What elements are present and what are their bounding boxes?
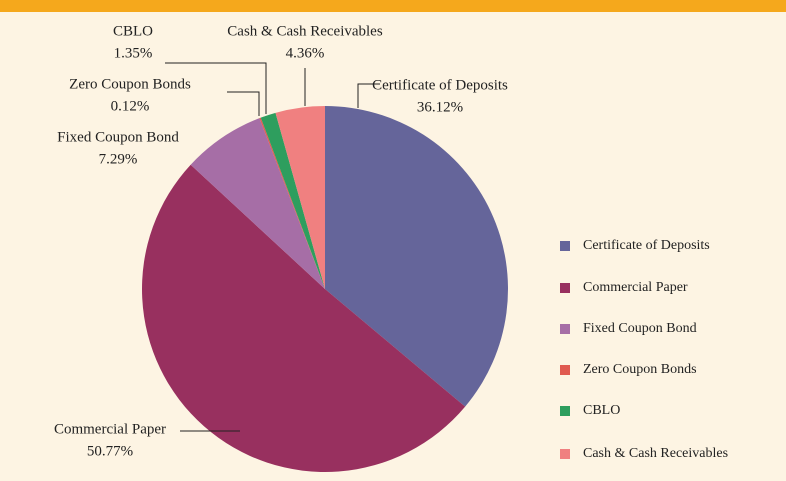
legend-swatch xyxy=(560,365,570,375)
leader-line xyxy=(227,91,260,116)
legend-label: Certificate of Deposits xyxy=(583,238,710,253)
legend-swatch xyxy=(560,241,570,251)
leader-line xyxy=(165,62,267,114)
pie-slice xyxy=(259,117,325,289)
slice-label-value: 7.29% xyxy=(99,151,138,167)
legend-swatch xyxy=(560,324,570,334)
leader-line xyxy=(357,83,380,108)
legend-swatch xyxy=(560,406,570,416)
slice-label-name: Certificate of Deposits xyxy=(372,77,508,93)
slice-label-value: 36.12% xyxy=(417,99,463,115)
legend-label: Fixed Coupon Bond xyxy=(583,321,697,336)
pie-slice xyxy=(260,112,325,289)
header-bar xyxy=(0,0,786,12)
pie-slice xyxy=(141,164,466,473)
slice-label-value: 0.12% xyxy=(111,98,150,114)
legend-label: CBLO xyxy=(583,403,620,418)
slice-label-name: Fixed Coupon Bond xyxy=(57,129,179,145)
pie-slice xyxy=(325,106,509,407)
slice-label-name: CBLO xyxy=(113,23,153,39)
legend-swatch xyxy=(560,449,570,459)
legend-label: Cash & Cash Receivables xyxy=(583,446,728,461)
legend-label: Zero Coupon Bonds xyxy=(583,362,697,377)
slice-label-value: 4.36% xyxy=(286,45,325,61)
pie-slice xyxy=(190,118,325,290)
slice-label-name: Cash & Cash Receivables xyxy=(227,23,383,39)
slice-label-name: Commercial Paper xyxy=(54,421,166,437)
slice-label-value: 1.35% xyxy=(114,45,153,61)
legend-swatch xyxy=(560,283,570,293)
legend-label: Commercial Paper xyxy=(583,280,688,295)
pie-slice xyxy=(275,106,325,289)
slice-label-value: 50.77% xyxy=(87,443,133,459)
slice-label-name: Zero Coupon Bonds xyxy=(69,76,191,92)
